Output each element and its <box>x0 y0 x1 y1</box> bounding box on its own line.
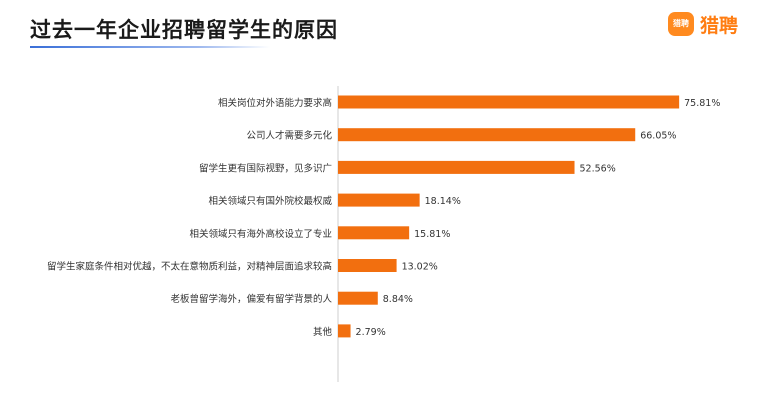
bar <box>338 259 397 272</box>
data-label: 18.14% <box>425 196 461 207</box>
category-label: 相关领域只有国外院校最权威 <box>208 195 332 207</box>
logo-wordmark: 猎聘 <box>700 14 739 37</box>
bar <box>338 128 636 142</box>
logo-badge-label: 猎聘 <box>673 19 689 28</box>
title-underline <box>30 46 270 48</box>
data-label: 66.05% <box>640 131 676 142</box>
category-label: 老板曾留学海外，偏爱有留学背景的人 <box>170 293 332 305</box>
bar <box>338 95 680 109</box>
category-label: 公司人才需要多元化 <box>246 130 332 142</box>
data-label: 8.84% <box>383 294 413 305</box>
bar <box>338 226 410 240</box>
data-label: 13.02% <box>402 262 438 273</box>
category-label: 相关领域只有海外高校设立了专业 <box>189 228 332 240</box>
bar <box>338 160 575 174</box>
brand-logo: 猎聘 猎聘 <box>668 10 738 38</box>
data-label: 75.81% <box>684 98 720 109</box>
logo-badge-icon: 猎聘 <box>668 12 694 36</box>
bar <box>338 193 420 207</box>
data-label: 52.56% <box>580 163 616 174</box>
bar <box>338 291 378 305</box>
category-label: 留学生家庭条件相对优越，不太在意物质利益，对精神层面追求较高 <box>47 261 332 273</box>
data-label: 15.81% <box>414 229 450 240</box>
category-label: 其他 <box>313 326 333 338</box>
category-label: 留学生更有国际视野，见多识广 <box>199 162 332 174</box>
bar <box>338 324 351 338</box>
page-title: 过去一年企业招聘留学生的原因 <box>30 18 338 42</box>
category-label: 相关岗位对外语能力要求高 <box>218 97 332 109</box>
data-label: 2.79% <box>356 327 386 338</box>
